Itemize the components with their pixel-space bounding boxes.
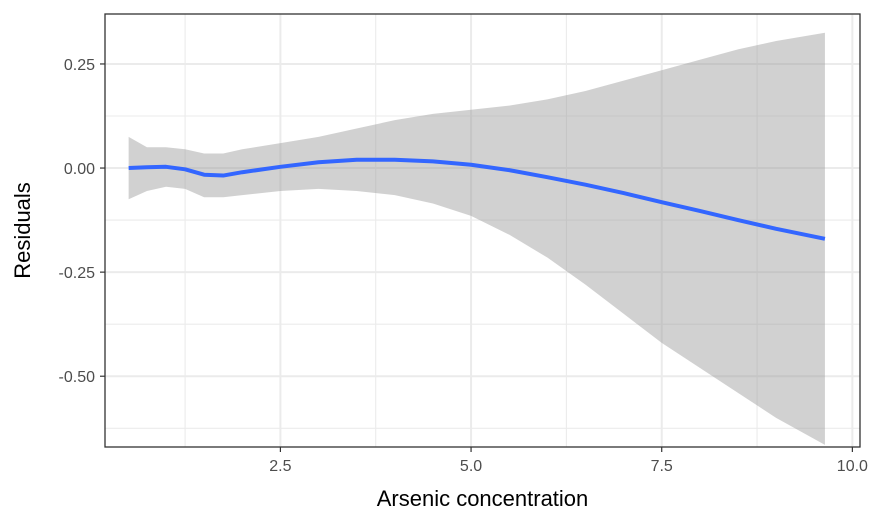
panel-border [104, 13, 861, 448]
x-tick-label: 10.0 [837, 458, 868, 475]
y-tick-label: -0.50 [59, 369, 96, 386]
plot-panel [105, 14, 860, 447]
x-tick-label: 2.5 [269, 458, 291, 475]
y-tick-label: -0.25 [59, 265, 96, 282]
x-axis-title: Arsenic concentration [377, 486, 589, 511]
y-axis-title: Residuals [10, 182, 35, 279]
y-tick-label: 0.00 [64, 161, 95, 178]
y-tick-label: 0.25 [64, 57, 95, 74]
smooth-fit-line [128, 157, 826, 241]
x-tick-label: 5.0 [460, 458, 482, 475]
x-tick-label: 7.5 [651, 458, 673, 475]
confidence-band [128, 32, 825, 445]
